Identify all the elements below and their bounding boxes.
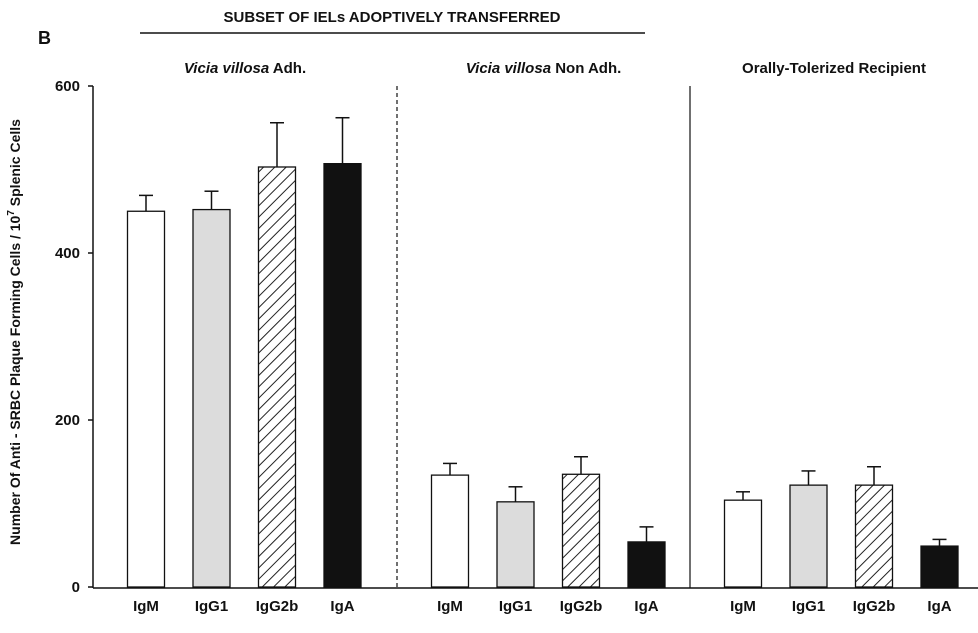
group-title: Vicia villosa Non Adh. — [466, 60, 622, 77]
y-tick-label: 400 — [55, 245, 80, 262]
bar — [789, 484, 828, 588]
panel-label: B — [38, 28, 51, 48]
group-title-text: Non Adh. — [551, 60, 621, 77]
x-tick-label: IgM — [133, 598, 159, 615]
x-tick-label: IgA — [330, 598, 354, 615]
x-tick-label: IgG1 — [792, 598, 825, 615]
bar — [561, 473, 601, 588]
y-tick-label: 0 — [72, 579, 80, 596]
y-tick-label: 600 — [55, 78, 80, 95]
bar — [627, 541, 666, 588]
bar — [192, 208, 231, 588]
bar — [496, 501, 535, 588]
y-label-suffix: Splenic Cells — [7, 119, 23, 210]
y-tick-label: 200 — [55, 412, 80, 429]
x-tick-label: IgM — [730, 598, 756, 615]
x-tick-label: IgG2b — [560, 598, 603, 615]
y-label-superscript: 7 — [6, 210, 17, 216]
chart-title: SUBSET OF IELs ADOPTIVELY TRANSFERRED — [224, 9, 561, 26]
bar — [323, 163, 362, 588]
x-tick-label: IgG2b — [853, 598, 896, 615]
group-title-text: Orally-Tolerized Recipient — [742, 60, 926, 77]
y-axis-label: Number Of Anti - SRBC Plaque Forming Cel… — [6, 119, 23, 545]
group-title: Orally-Tolerized Recipient — [742, 60, 926, 77]
group-title-text: Adh. — [269, 60, 306, 77]
x-tick-label: IgA — [634, 598, 658, 615]
y-label-text: Number Of Anti - SRBC Plaque Forming Cel… — [7, 215, 23, 545]
group-title: Vicia villosa Adh. — [184, 60, 306, 77]
group-title-italic: Vicia villosa — [184, 60, 269, 77]
bar — [920, 545, 959, 588]
x-tick-label: IgM — [437, 598, 463, 615]
bar — [854, 484, 894, 588]
x-tick-label: IgG2b — [256, 598, 299, 615]
x-tick-label: IgG1 — [195, 598, 228, 615]
group-title-italic: Vicia villosa — [466, 60, 551, 77]
x-tick-label: IgG1 — [499, 598, 532, 615]
bar — [257, 166, 297, 588]
bar — [126, 210, 166, 588]
bar — [430, 474, 470, 588]
bar — [723, 499, 763, 588]
x-tick-label: IgA — [927, 598, 951, 615]
